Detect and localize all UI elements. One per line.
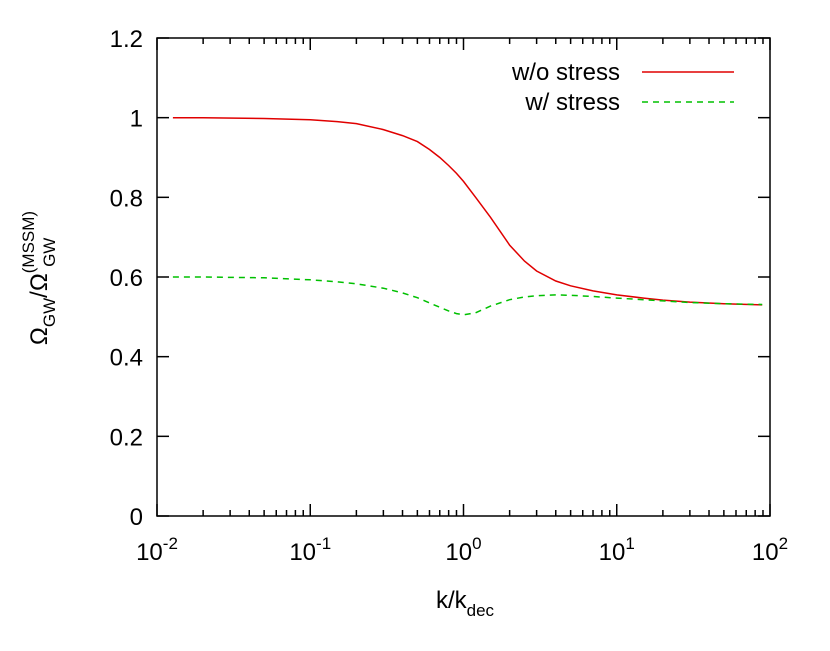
ticks bbox=[156, 37, 771, 517]
x-axis-label: k/kdec bbox=[436, 587, 495, 620]
plot-frame bbox=[156, 37, 771, 517]
y-tick-label: 0 bbox=[130, 504, 143, 531]
y-tick-label: 0.8 bbox=[110, 185, 143, 212]
series-line-w-stress bbox=[172, 276, 763, 316]
y-tick-label: 0.6 bbox=[110, 265, 143, 292]
x-tick-label: 10-1 bbox=[289, 534, 331, 566]
x-tick-label: 10-2 bbox=[136, 534, 178, 566]
tick-labels: 0 0.2 0.4 0.6 0.8 1 1.2 10-2 10-1 100 101 102 bbox=[110, 26, 788, 566]
legend-label-w-stress: w/ stress bbox=[524, 89, 620, 116]
y-tick-label: 0.2 bbox=[110, 424, 143, 451]
x-tick-label: 102 bbox=[752, 534, 788, 566]
series-line-wo-stress bbox=[172, 116, 763, 306]
series-layer bbox=[172, 116, 763, 316]
x-tick-label: 100 bbox=[445, 534, 481, 566]
y-tick-label: 1 bbox=[130, 106, 143, 133]
y-tick-label: 1.2 bbox=[110, 26, 143, 53]
legend-label-wo-stress: w/o stress bbox=[511, 59, 620, 86]
x-tick-label: 101 bbox=[599, 534, 635, 566]
legend: w/o stress w/ stress bbox=[511, 59, 734, 116]
y-axis-label: ΩGW/Ω(MSSM) GW bbox=[19, 211, 59, 345]
y-tick-label: 0.4 bbox=[110, 345, 143, 372]
